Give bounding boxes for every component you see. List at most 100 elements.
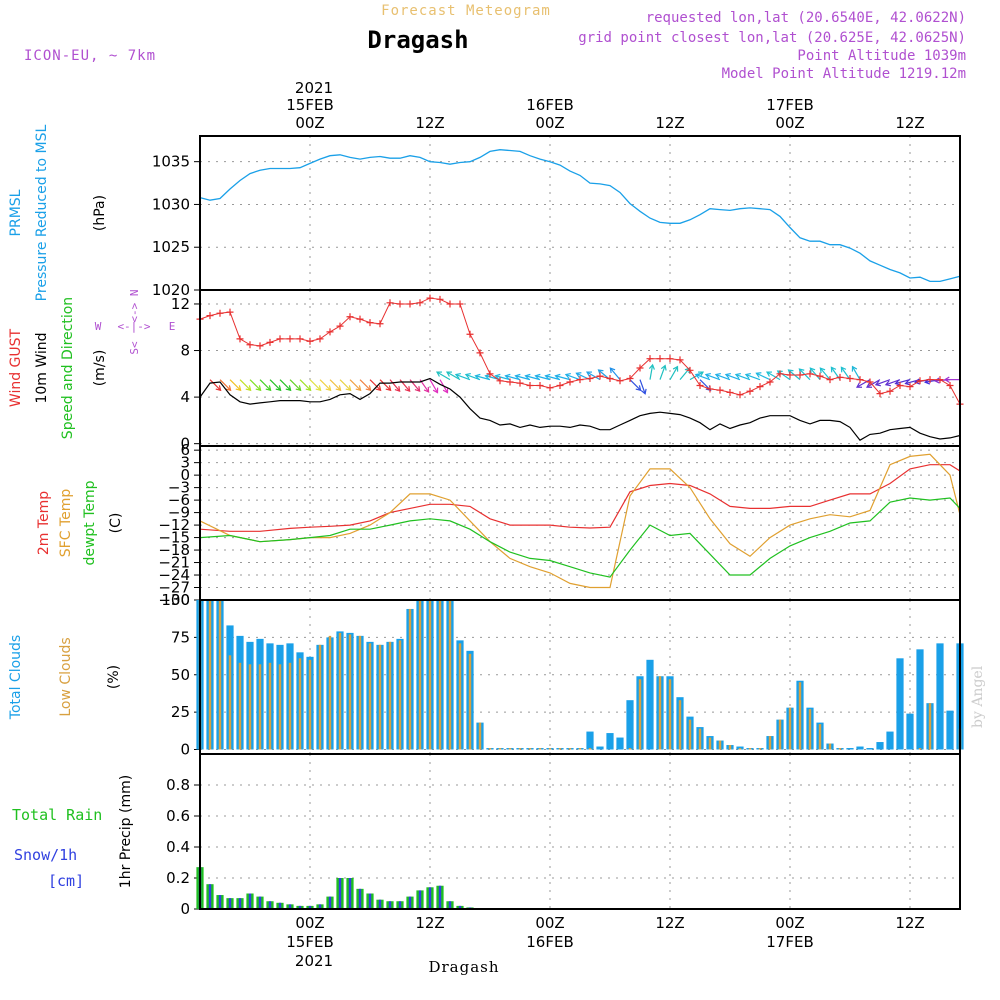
wind-arrow-head — [432, 387, 439, 394]
wind-arrow-head — [275, 385, 282, 392]
gust-point — [206, 312, 214, 320]
low-cloud-bar — [388, 641, 392, 750]
wind-arrow — [349, 379, 362, 391]
snow-bar — [438, 885, 442, 909]
gust-point — [476, 349, 484, 357]
gust-point — [806, 370, 814, 378]
snow-bar — [288, 904, 292, 909]
gust-point — [876, 390, 884, 398]
gust-point — [576, 376, 584, 384]
gust-point — [946, 381, 954, 389]
y-tick-label: −3 — [168, 479, 190, 497]
gust-point — [936, 376, 944, 384]
gust-point — [456, 300, 464, 308]
low-cloud-bar — [288, 662, 292, 750]
low-cloud-bar — [788, 707, 792, 750]
y-tick-label: 12 — [171, 295, 190, 313]
wind-arrow — [289, 379, 302, 391]
snow-bar — [208, 884, 212, 909]
date-label-top: 16FEB — [526, 96, 573, 114]
panel-frame — [199, 445, 961, 601]
wind-arrow-head — [734, 372, 741, 379]
wind-arrow-head — [648, 363, 655, 370]
snow-bar — [258, 896, 262, 909]
gust-point — [836, 373, 844, 381]
wind-arrow-head — [404, 386, 411, 393]
wind-arrow-head — [635, 385, 642, 392]
compass-s: S< — [128, 341, 141, 355]
panel-y-label: 2m Temp — [36, 491, 52, 555]
time-tick-bottom: 00Z — [295, 914, 324, 932]
gust-point — [516, 379, 524, 387]
wind-arrow-head — [704, 372, 711, 379]
snow-bar — [428, 887, 432, 909]
precip-legend-entry: [cm] — [48, 872, 84, 890]
wind-arrow — [369, 379, 382, 391]
y-tick-label: −24 — [158, 566, 190, 584]
wind-arrow — [339, 379, 352, 391]
low-cloud-bar — [238, 662, 242, 750]
wind-arrow-head — [305, 385, 312, 392]
total-cloud-bar — [596, 746, 604, 750]
year-top: 2021 — [295, 79, 333, 97]
panel-y-label: 10m Wind — [34, 332, 50, 403]
wind-arrow-head — [714, 372, 721, 379]
time-tick-top: 12Z — [895, 114, 924, 132]
low-cloud-bar — [568, 748, 572, 750]
credit-label: by Angel — [970, 665, 986, 728]
low-cloud-bar — [808, 709, 812, 750]
wind-arrow-head — [464, 372, 471, 379]
gust-point — [546, 384, 554, 392]
wind-arrow-head — [524, 373, 531, 380]
wind-arrow — [756, 372, 771, 381]
gust-point — [606, 374, 614, 382]
wind-arrow-head — [933, 377, 940, 384]
wind-arrow-head — [856, 382, 863, 388]
wind-arrow — [629, 379, 642, 391]
low-cloud-bar — [918, 748, 922, 750]
precip-legend-entry: Snow/1h — [14, 846, 77, 864]
gust-point — [406, 300, 414, 308]
snow-bar — [388, 901, 392, 909]
wind-arrow — [259, 379, 272, 391]
y-tick-label: 4 — [180, 388, 190, 406]
snow-bar — [228, 898, 232, 909]
wind-arrow-head — [394, 386, 401, 393]
y-tick-label: 1025 — [152, 238, 190, 256]
total-cloud-bar — [856, 746, 864, 750]
gust-point — [896, 381, 904, 389]
date-label-top: 15FEB — [286, 96, 333, 114]
point-altitude: Point Altitude 1039m — [797, 48, 966, 64]
wind-arrow — [379, 379, 392, 391]
low-cloud-bar — [448, 600, 452, 750]
gust-point — [926, 376, 934, 384]
wind-arrow — [399, 379, 411, 392]
gust-point — [266, 338, 274, 346]
low-cloud-bar — [708, 737, 712, 750]
wind-arrow-head — [325, 385, 332, 392]
wind-arrow — [209, 379, 222, 391]
low-cloud-bar — [368, 643, 372, 750]
gust-point — [246, 341, 254, 349]
time-tick-top: 00Z — [775, 114, 804, 132]
low-cloud-bar — [798, 682, 802, 750]
gust-point — [636, 364, 644, 372]
panel-frame — [199, 135, 961, 291]
gust-point — [296, 335, 304, 343]
y-tick-label: 0 — [180, 466, 190, 484]
wind-arrow-head — [245, 385, 252, 392]
snow-bar — [408, 896, 412, 909]
wind-arrow — [856, 379, 871, 388]
y-tick-label: 0.4 — [166, 838, 190, 856]
low-cloud-bar — [698, 728, 702, 750]
total-cloud-bar — [906, 713, 914, 750]
gust-point — [816, 372, 824, 380]
gust-point — [666, 355, 674, 363]
gust-point — [366, 319, 374, 327]
wind-arrow — [219, 379, 232, 391]
wind-arrow-head — [694, 372, 701, 379]
low-cloud-bar — [728, 745, 732, 750]
wind-arrow-head — [285, 385, 292, 392]
gust-point — [686, 366, 694, 374]
